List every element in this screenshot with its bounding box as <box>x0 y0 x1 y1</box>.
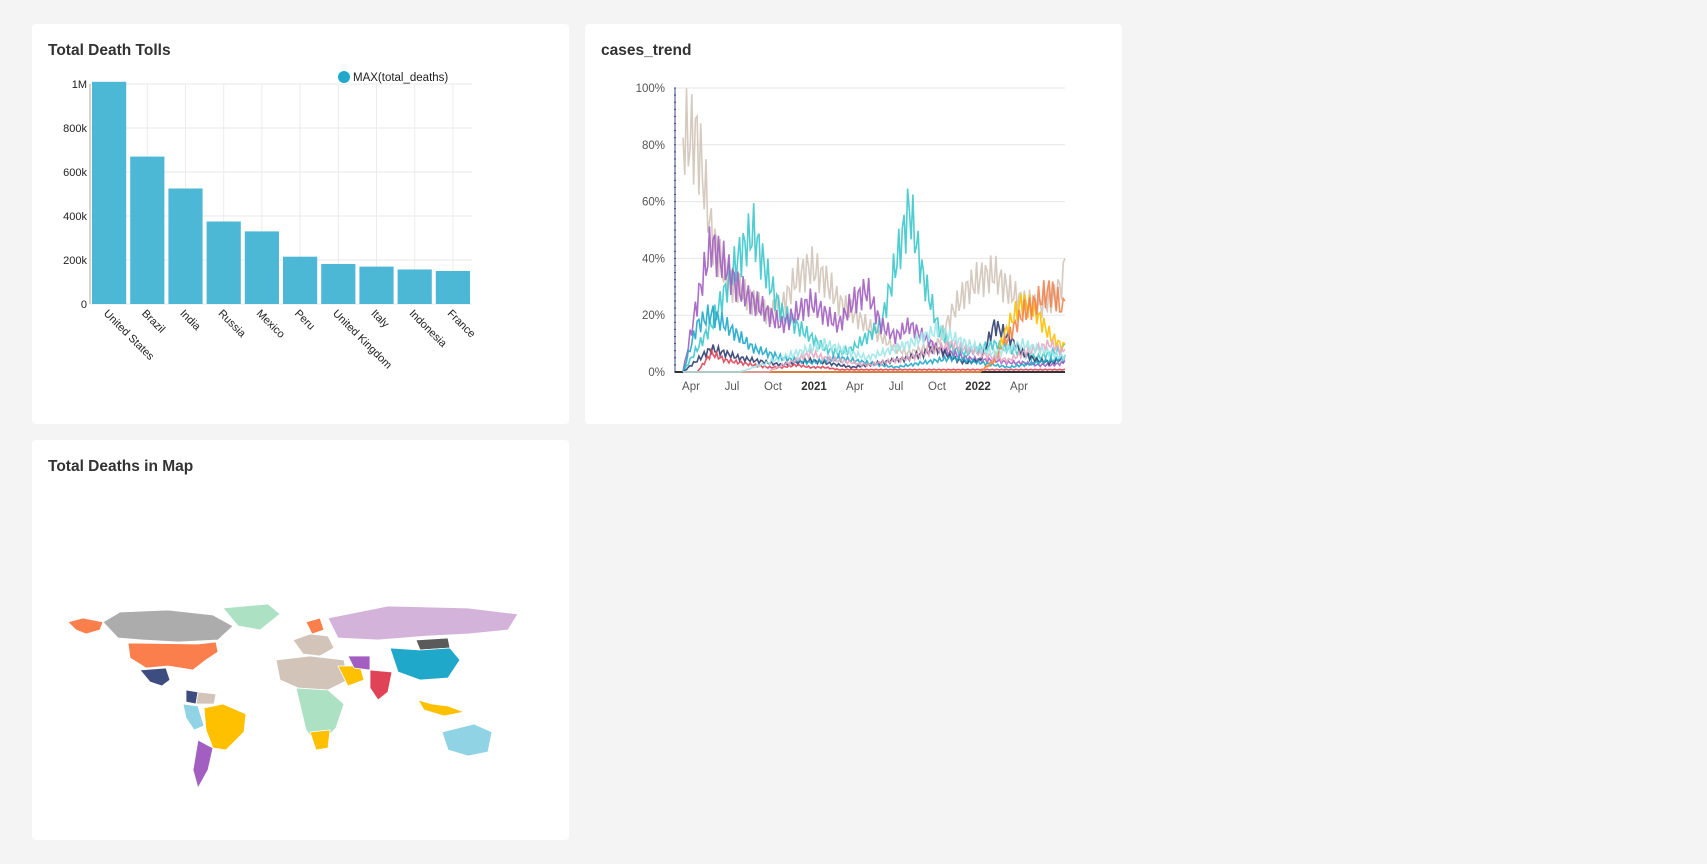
series-line <box>683 347 1066 373</box>
chart-card-world-map: Total Deaths in Map <box>32 440 569 840</box>
map-countries <box>67 603 519 790</box>
country-south-africa[interactable] <box>309 729 331 751</box>
country-alaska[interactable] <box>67 617 104 635</box>
country-usa[interactable] <box>127 641 219 671</box>
x-tick-label: Oct <box>764 381 783 393</box>
chart-title: Total Deaths in Map <box>48 458 194 475</box>
y-tick-label: 400k <box>63 211 87 223</box>
country-venezuela[interactable] <box>195 691 217 705</box>
series-line <box>683 321 1066 373</box>
y-tick-label: 60% <box>642 197 665 209</box>
bar <box>244 231 279 304</box>
country-china[interactable] <box>389 647 461 681</box>
bar <box>359 266 394 304</box>
y-tick-label: 1M <box>72 79 87 91</box>
x-tick-label: 2021 <box>801 381 827 393</box>
x-tick-label: Peru <box>292 308 317 333</box>
y-tick-label: 80% <box>642 140 665 152</box>
country-central-africa[interactable] <box>295 687 345 747</box>
country-india[interactable] <box>369 669 393 701</box>
series-line <box>683 339 1066 373</box>
x-tick-label: Jul <box>725 381 740 393</box>
y-tick-label: 0 <box>81 299 87 311</box>
country-north-africa[interactable] <box>275 655 349 691</box>
x-tick-label: Jul <box>889 381 904 393</box>
bar <box>397 269 432 304</box>
country-europe[interactable] <box>292 633 335 657</box>
country-scandinavia[interactable] <box>305 617 325 635</box>
x-tick-label: France <box>445 308 478 341</box>
x-tick-label: Apr <box>682 381 700 393</box>
chart-card-cases-trend: cases_trend 0% 20% 40% 60% 80% 100% Apr Jul Oct 2… <box>585 24 1122 424</box>
x-tick-label: India <box>177 308 203 334</box>
x-tick-label: 2022 <box>965 381 991 393</box>
country-indonesia[interactable] <box>417 699 466 717</box>
country-peru[interactable] <box>182 703 205 731</box>
series-line <box>682 304 1066 373</box>
bar <box>130 156 165 304</box>
country-brazil[interactable] <box>203 703 247 751</box>
country-canada[interactable] <box>102 609 234 643</box>
bar <box>168 188 203 304</box>
y-tick-label: 40% <box>642 253 665 265</box>
country-mexico[interactable] <box>139 667 171 687</box>
y-tick-label: 0% <box>648 367 665 379</box>
x-tick-label: Mexico <box>254 308 287 341</box>
country-argentina[interactable] <box>192 739 214 790</box>
x-tick-label: Apr <box>846 381 864 393</box>
country-iran[interactable] <box>347 655 371 671</box>
y-tick-label: 600k <box>63 167 87 179</box>
x-tick-label: Italy <box>368 308 391 331</box>
x-tick-label: Oct <box>928 381 947 393</box>
bar <box>283 256 318 304</box>
world-map <box>67 603 519 790</box>
bar <box>435 271 470 304</box>
country-australia[interactable] <box>441 723 493 757</box>
chart-title: cases_trend <box>601 42 692 59</box>
country-greenland[interactable] <box>222 603 281 631</box>
y-tick-label: 100% <box>636 83 665 95</box>
legend-swatch <box>338 71 350 83</box>
country-russia[interactable] <box>327 605 519 641</box>
line-chart: 0% 20% 40% 60% 80% 100% Apr Jul Oct 2021 Apr Jul Oct… <box>636 83 1066 393</box>
y-tick-label: 800k <box>63 123 87 135</box>
bar <box>92 81 127 304</box>
x-tick-label: Apr <box>1010 381 1028 393</box>
bar <box>206 221 241 304</box>
y-tick-label: 200k <box>63 255 87 267</box>
x-tick-label: Brazil <box>139 308 167 336</box>
chart-title: Total Death Tolls <box>48 42 171 59</box>
series-line <box>682 88 1066 360</box>
y-tick-label: 20% <box>642 310 665 322</box>
bar <box>321 263 356 304</box>
chart-card-total-death-tolls: Total Death Tolls 0 200k 400k 600k 800k 1M Uni… <box>32 24 569 424</box>
x-tick-label: Russia <box>216 308 249 341</box>
series-line <box>682 226 1066 373</box>
legend-label: MAX(total_deaths) <box>353 72 448 84</box>
x-tick-label: Indonesia <box>407 308 450 351</box>
